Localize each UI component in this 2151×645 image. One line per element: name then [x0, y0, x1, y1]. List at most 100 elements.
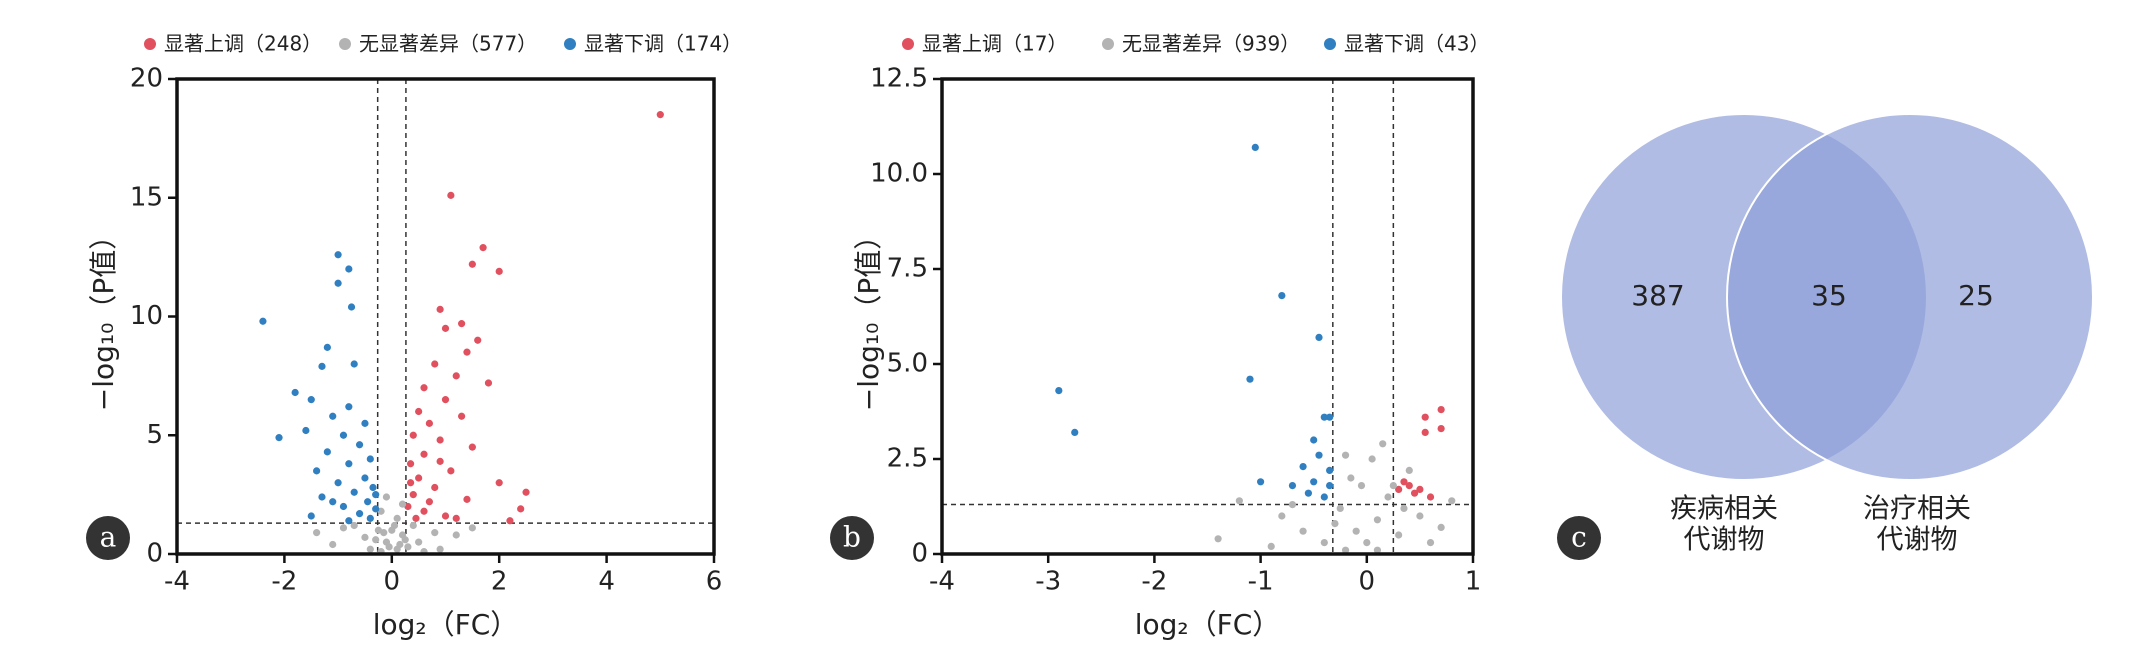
venn-count: 387 — [1631, 279, 1684, 312]
point — [1310, 436, 1318, 444]
point — [458, 412, 466, 420]
point — [441, 324, 450, 332]
point — [345, 265, 353, 273]
venn-set-label: 代谢物 — [1877, 525, 1958, 556]
legend-label: 显著上调（248） — [164, 32, 322, 56]
point — [313, 529, 321, 537]
point — [345, 403, 353, 411]
point — [1310, 478, 1318, 486]
panel-letter: b — [843, 521, 861, 554]
x-axis-label: log₂（FC） — [1135, 608, 1281, 641]
point — [388, 526, 396, 534]
point — [339, 431, 348, 439]
point — [1426, 539, 1435, 547]
point — [1437, 406, 1445, 414]
y-tick-label: 5.0 — [887, 349, 928, 379]
point — [425, 498, 433, 506]
point — [468, 260, 476, 268]
point — [479, 244, 487, 252]
point — [1410, 489, 1419, 497]
y-tick-label: 0 — [146, 539, 163, 569]
point — [334, 279, 342, 287]
point — [345, 460, 353, 468]
point — [307, 396, 315, 404]
point — [409, 521, 417, 530]
point — [377, 507, 385, 515]
point — [1235, 497, 1243, 505]
point — [1246, 375, 1254, 383]
point — [1400, 478, 1408, 486]
point — [522, 488, 530, 496]
point — [382, 493, 391, 501]
point — [495, 479, 503, 487]
venn-count: 25 — [1958, 279, 1994, 312]
legend-swatch — [902, 38, 914, 50]
legend-label: 显著上调（17） — [922, 32, 1067, 56]
point — [339, 524, 348, 532]
point — [318, 493, 326, 501]
point — [1278, 292, 1286, 300]
venn-set-label: 疾病相关 — [1670, 494, 1778, 525]
legend-swatch — [339, 38, 351, 50]
point — [313, 467, 321, 475]
point — [468, 524, 476, 532]
point — [441, 396, 450, 404]
point — [1315, 451, 1323, 459]
point — [447, 191, 455, 199]
point — [366, 514, 374, 522]
point — [656, 111, 664, 119]
point — [323, 343, 331, 351]
point — [355, 441, 364, 449]
venn-set-label: 治疗相关 — [1863, 494, 1971, 525]
point — [406, 479, 415, 487]
y-tick-label: 12.5 — [870, 64, 928, 94]
point — [361, 533, 369, 541]
y-tick-label: 10 — [130, 301, 163, 331]
y-tick-label: 20 — [130, 64, 163, 94]
point — [495, 267, 503, 275]
point — [406, 460, 415, 468]
point — [458, 320, 466, 328]
point — [1341, 451, 1350, 459]
point — [350, 360, 358, 368]
point — [355, 510, 364, 518]
point — [452, 514, 460, 522]
point — [1437, 523, 1445, 532]
point — [1384, 493, 1392, 501]
point — [1326, 482, 1334, 490]
point — [1288, 482, 1297, 490]
point — [404, 543, 412, 551]
point — [1315, 333, 1323, 341]
y-tick-label: 0 — [911, 539, 928, 569]
point — [345, 517, 353, 525]
point — [1405, 466, 1413, 474]
x-tick-label: -4 — [929, 567, 955, 597]
point — [431, 483, 439, 492]
point — [1421, 413, 1429, 421]
point — [366, 545, 374, 553]
point — [431, 360, 439, 368]
point — [415, 474, 423, 482]
x-tick-label: 4 — [598, 567, 615, 597]
point — [329, 540, 337, 549]
venn-set-label: 代谢物 — [1684, 525, 1765, 556]
panel-badge — [1557, 516, 1601, 560]
y-tick-label: 10.0 — [870, 159, 928, 189]
x-tick-label: -4 — [164, 567, 190, 597]
point — [517, 505, 525, 513]
point — [452, 531, 460, 539]
panel-letter: a — [100, 521, 117, 554]
venn-circle — [1726, 113, 2094, 481]
point — [393, 514, 401, 522]
point — [1331, 520, 1339, 528]
point — [1400, 504, 1408, 512]
point — [1257, 478, 1265, 486]
point — [350, 488, 358, 496]
point — [366, 455, 374, 463]
point — [1055, 387, 1063, 395]
x-tick-label: -2 — [271, 567, 297, 597]
x-axis-label: log₂（FC） — [373, 608, 519, 641]
point — [474, 336, 482, 344]
point — [447, 467, 455, 475]
point — [1395, 485, 1403, 493]
